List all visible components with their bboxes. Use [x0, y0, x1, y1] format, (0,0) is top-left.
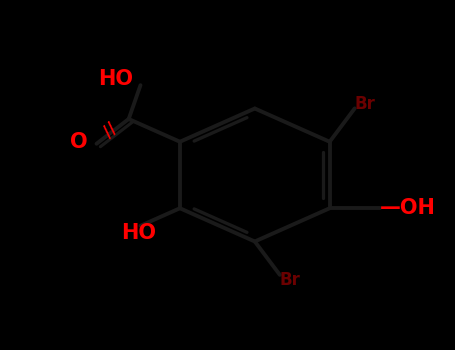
Text: //: //: [100, 119, 121, 141]
Text: HO: HO: [98, 69, 133, 89]
Text: Br: Br: [354, 95, 375, 113]
Text: HO: HO: [121, 223, 156, 243]
Text: Br: Br: [279, 271, 300, 289]
Text: —OH: —OH: [380, 198, 436, 218]
Text: O: O: [71, 132, 88, 152]
